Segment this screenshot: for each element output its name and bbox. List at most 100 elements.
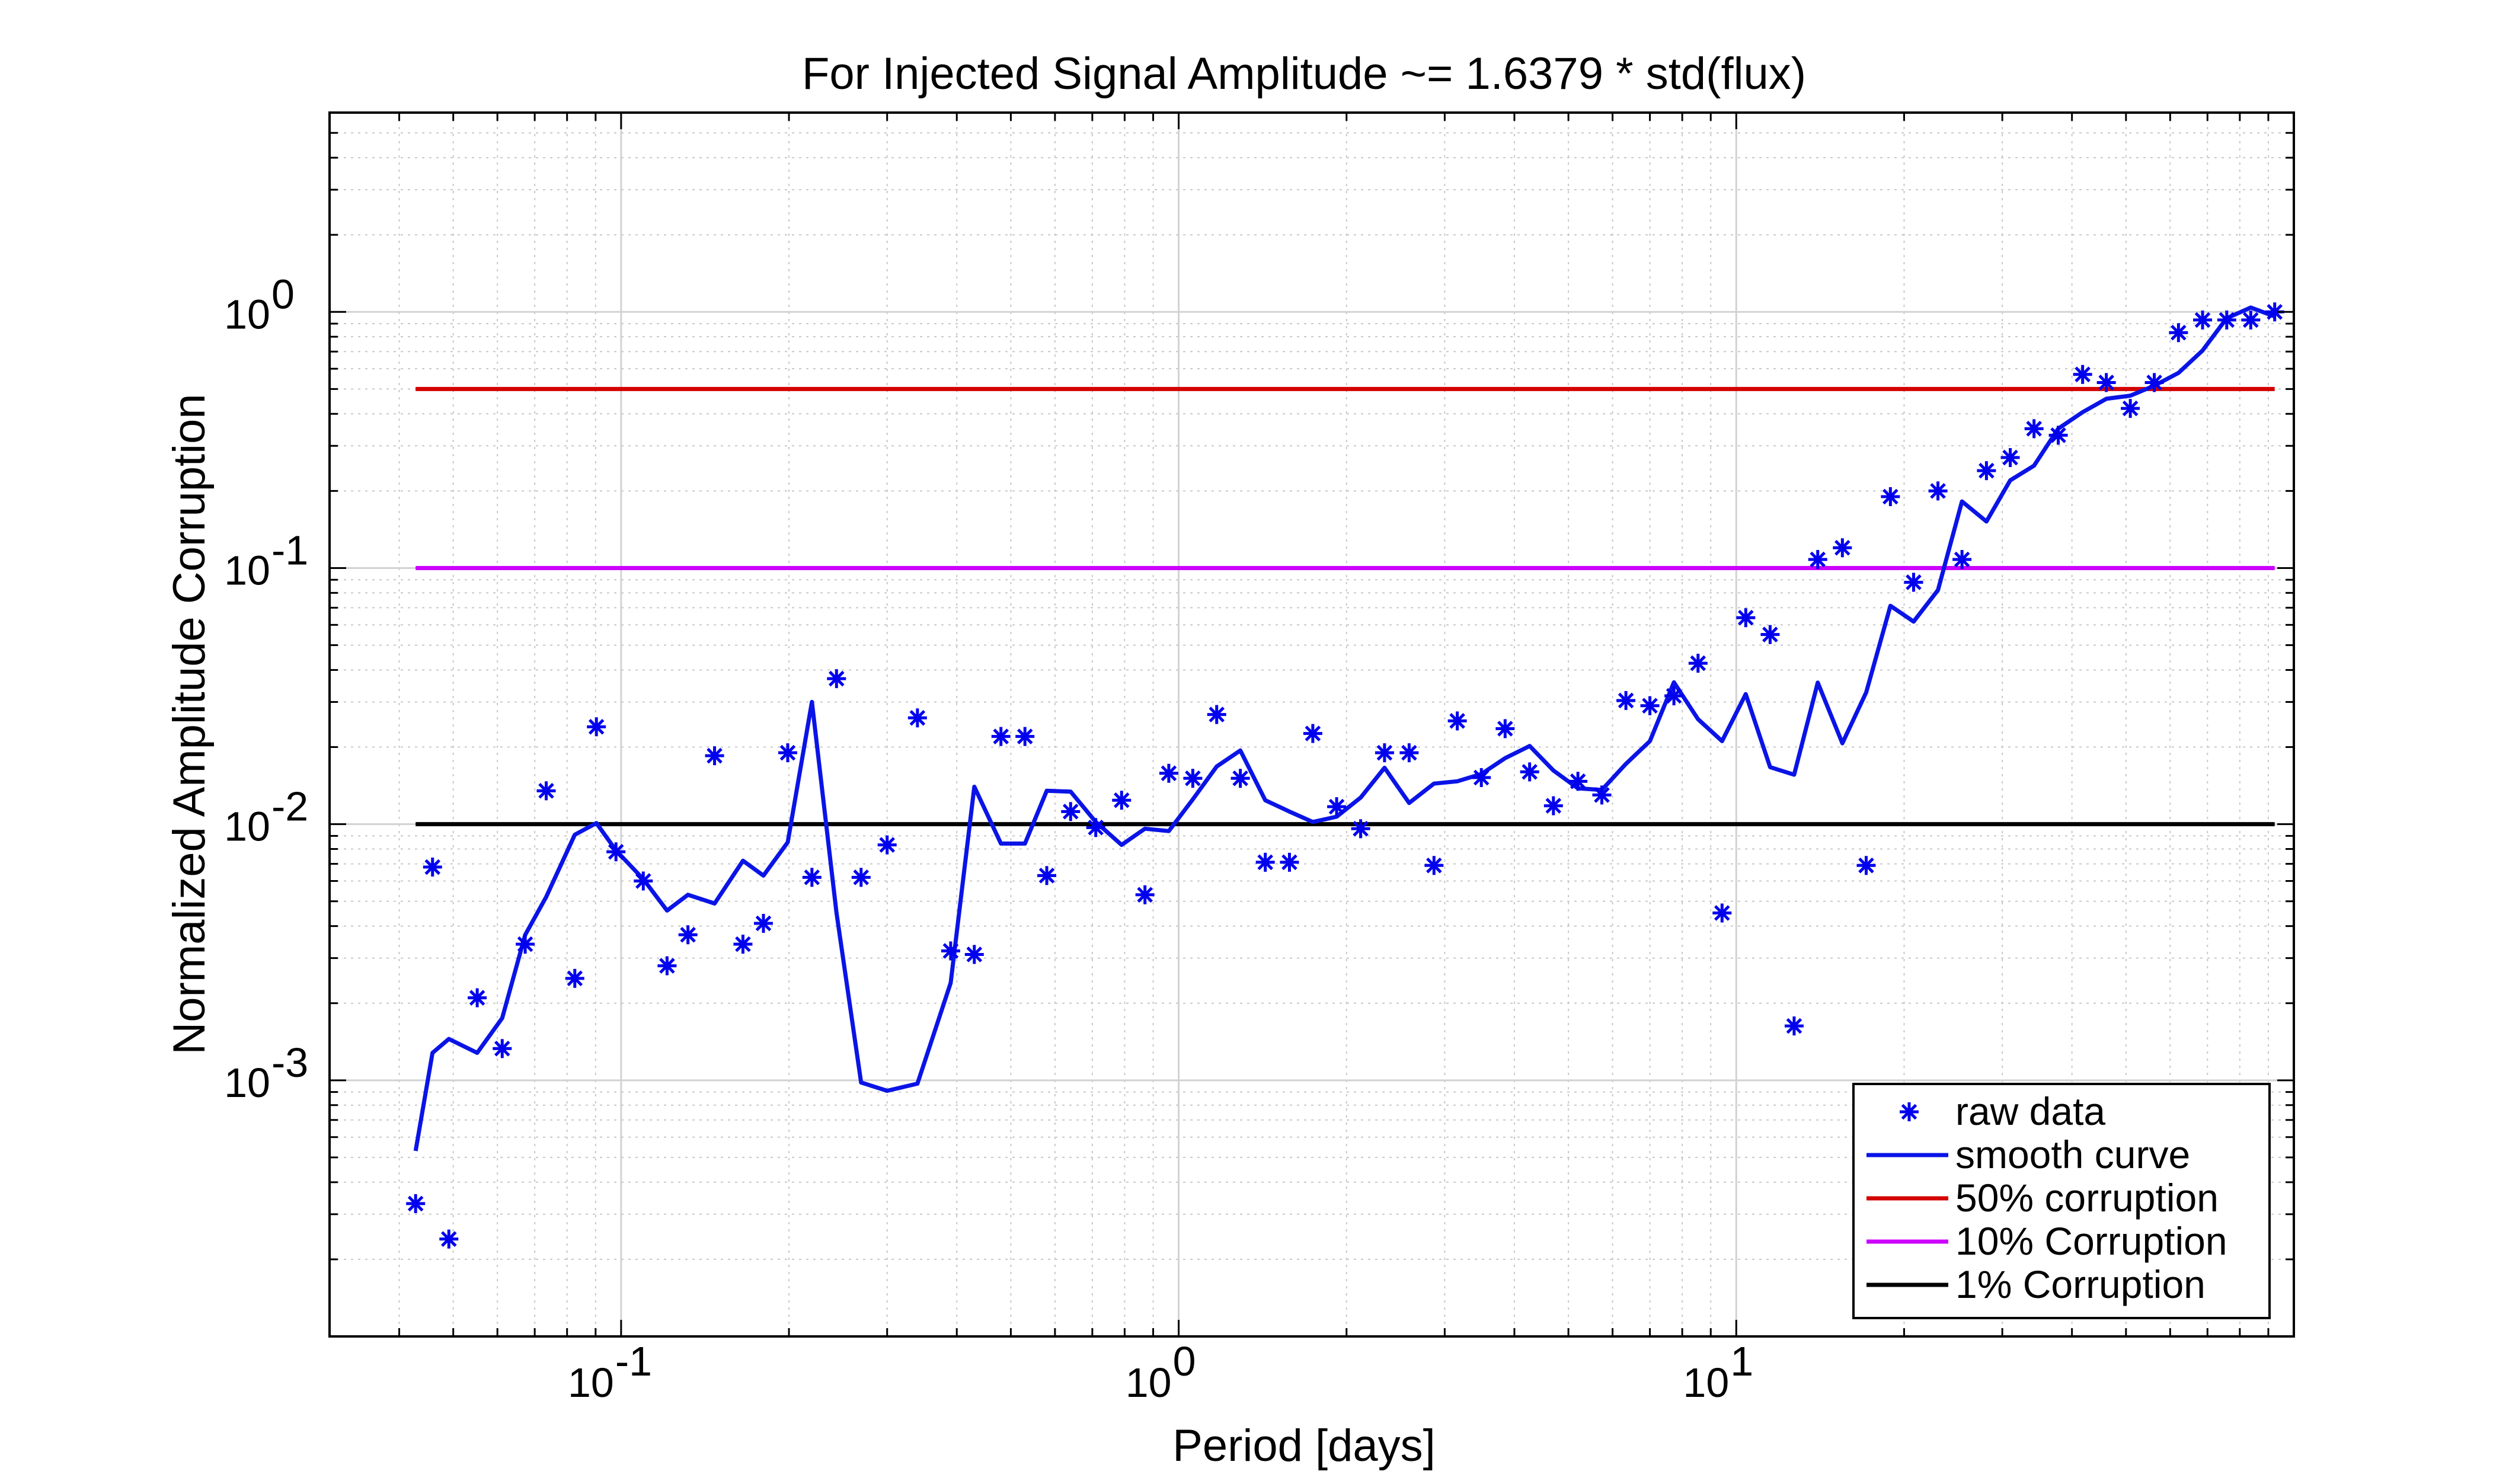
y-tick-label: 10 -1 (224, 527, 308, 593)
legend-label: raw data (1955, 1089, 2105, 1133)
data-point (1472, 768, 1491, 788)
marker-stroke (1185, 770, 1201, 786)
marker-stroke (440, 1231, 457, 1247)
marker-stroke (2194, 312, 2211, 328)
data-point (1135, 885, 1155, 904)
marker-stroke (469, 990, 485, 1006)
raw-data-markers (406, 302, 2284, 1249)
data-point (1303, 724, 1322, 743)
data-point (1280, 852, 1299, 872)
marker-stroke (1954, 551, 1970, 568)
marker-stroke (1738, 609, 1754, 626)
marker-stroke (1473, 769, 1490, 786)
data-point (1037, 866, 1057, 885)
marker-stroke (1113, 792, 1130, 808)
marker-stroke (755, 915, 772, 932)
y-tick-exponent: -2 (271, 783, 308, 830)
y-tick-base: 10 (224, 804, 270, 850)
data-point (1712, 903, 1732, 923)
data-point (1904, 573, 1923, 592)
x-tick-exponent: 1 (1730, 1338, 1753, 1384)
marker-stroke (1376, 744, 1393, 761)
data-point (536, 781, 556, 801)
marker-stroke (2219, 312, 2235, 328)
marker-stroke (567, 970, 583, 987)
marker-stroke (879, 837, 895, 853)
data-point (1495, 719, 1515, 738)
data-point (2121, 399, 2140, 418)
marker-stroke (1858, 858, 1874, 874)
marker-stroke (1038, 868, 1055, 884)
data-point (1159, 763, 1178, 783)
marker-stroke (829, 670, 845, 687)
data-point (516, 935, 535, 954)
data-point (1543, 796, 1563, 815)
marker-stroke (735, 936, 751, 952)
marker-stroke (1209, 706, 1225, 722)
x-tick-exponent: -1 (615, 1338, 652, 1384)
marker-stroke (1137, 887, 1153, 903)
data-point (678, 925, 698, 945)
data-point (1255, 852, 1275, 872)
data-point (1664, 686, 1684, 706)
series-smooth-curve (413, 305, 2275, 1152)
marker-stroke (853, 869, 870, 885)
data-point (1736, 608, 1756, 628)
data-point (1086, 818, 1105, 837)
marker-stroke (538, 783, 554, 799)
marker-stroke (680, 926, 696, 943)
marker-stroke (1257, 854, 1273, 871)
data-point (2096, 373, 2116, 392)
data-point (1447, 711, 1467, 731)
marker-stroke (1017, 728, 1033, 744)
data-point (1520, 762, 1539, 782)
y-tick-label: 10 -2 (224, 783, 308, 850)
x-tick-base: 10 (568, 1360, 614, 1406)
marker-stroke (1690, 655, 1706, 671)
marker-stroke (1762, 626, 1778, 642)
data-point (877, 835, 897, 855)
marker-stroke (966, 946, 983, 962)
axis-ticks: 10 -1 10 0 10 110 -310 -210 -110 0 (224, 111, 2295, 1406)
data-point (827, 669, 846, 689)
marker-stroke (1642, 698, 1658, 714)
marker-stroke (588, 719, 605, 735)
data-point (2169, 323, 2188, 343)
data-point (2241, 310, 2261, 330)
data-point (634, 871, 653, 891)
marker-stroke (2122, 400, 2139, 417)
data-point (1808, 550, 1827, 570)
marker-stroke (635, 873, 651, 889)
marker-stroke (1930, 483, 1946, 499)
marker-stroke (2171, 324, 2187, 341)
data-point (2024, 419, 2044, 439)
marker-stroke (407, 1195, 424, 1212)
data-point (1061, 802, 1081, 821)
marker-stroke (1522, 764, 1538, 780)
marker-stroke (494, 1041, 510, 1057)
marker-stroke (1401, 744, 1417, 761)
marker-stroke (1906, 574, 1922, 590)
marker-stroke (707, 747, 723, 764)
marker-stroke (1281, 854, 1297, 871)
data-point (1856, 856, 1876, 875)
data-point (1833, 538, 1852, 558)
data-point (1399, 743, 1419, 763)
data-point (705, 746, 724, 766)
marker-stroke (1901, 1104, 1917, 1120)
y-tick-base: 10 (224, 291, 270, 337)
marker-stroke (1666, 687, 1682, 704)
data-point (1881, 487, 1900, 507)
y-tick-exponent: 0 (271, 271, 295, 317)
data-point (2193, 310, 2213, 330)
marker-stroke (608, 843, 624, 860)
x-tick-label: 10 -1 (568, 1338, 652, 1406)
x-tick-base: 10 (1683, 1360, 1729, 1406)
marker-stroke (993, 728, 1009, 744)
x-tick-base: 10 (1126, 1360, 1172, 1406)
plot-frame (328, 111, 2295, 1338)
legend-entry: raw data (1900, 1089, 2105, 1133)
data-point (493, 1039, 512, 1058)
marker-stroke (1979, 462, 1995, 479)
